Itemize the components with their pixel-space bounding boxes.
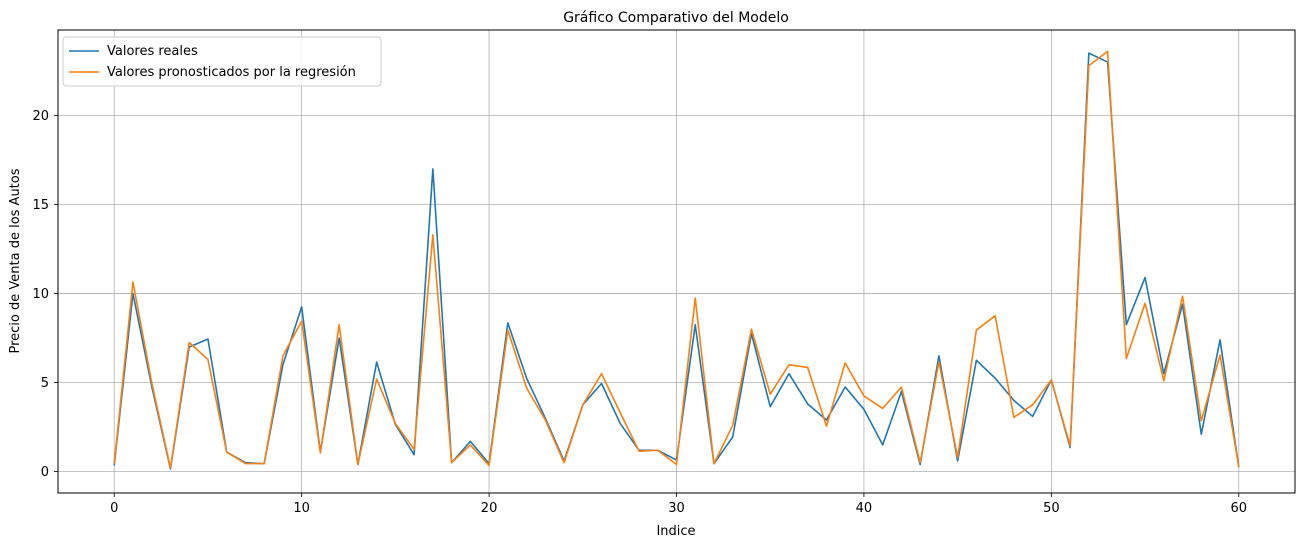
legend: Valores reales Valores pronosticados por…	[62, 36, 382, 87]
x-axis-label: Indice	[656, 524, 695, 539]
legend-box	[62, 36, 382, 87]
y-tick-label: 10	[32, 287, 49, 302]
grid-layer	[58, 30, 1295, 493]
series-layer	[113, 50, 1240, 470]
x-tick-label: 50	[1043, 501, 1060, 516]
x-tick-label: 60	[1230, 501, 1247, 516]
x-tick-label: 0	[110, 501, 118, 516]
chart-title: Gráfico Comparativo del Modelo	[563, 10, 789, 26]
legend-label-real: Valores reales	[107, 44, 198, 59]
y-tick-label: 5	[41, 376, 49, 391]
x-tick-label: 20	[481, 501, 498, 516]
series-line-predicted	[113, 50, 1240, 469]
y-axis-label: Precio de Venta de los Autos	[8, 168, 23, 353]
x-tick-label: 30	[668, 501, 685, 516]
y-tick-label: 15	[32, 198, 49, 213]
legend-label-predicted: Valores pronosticados por la regresión	[107, 65, 356, 80]
plot-frame	[57, 29, 1296, 494]
x-tick-label: 40	[856, 501, 873, 516]
x-tick-label: 10	[293, 501, 310, 516]
tick-layer: 0 10 20 30 40 50 60 0 5 10 15 20	[32, 109, 1247, 516]
y-tick-label: 20	[32, 109, 49, 124]
y-tick-label: 0	[41, 465, 49, 480]
